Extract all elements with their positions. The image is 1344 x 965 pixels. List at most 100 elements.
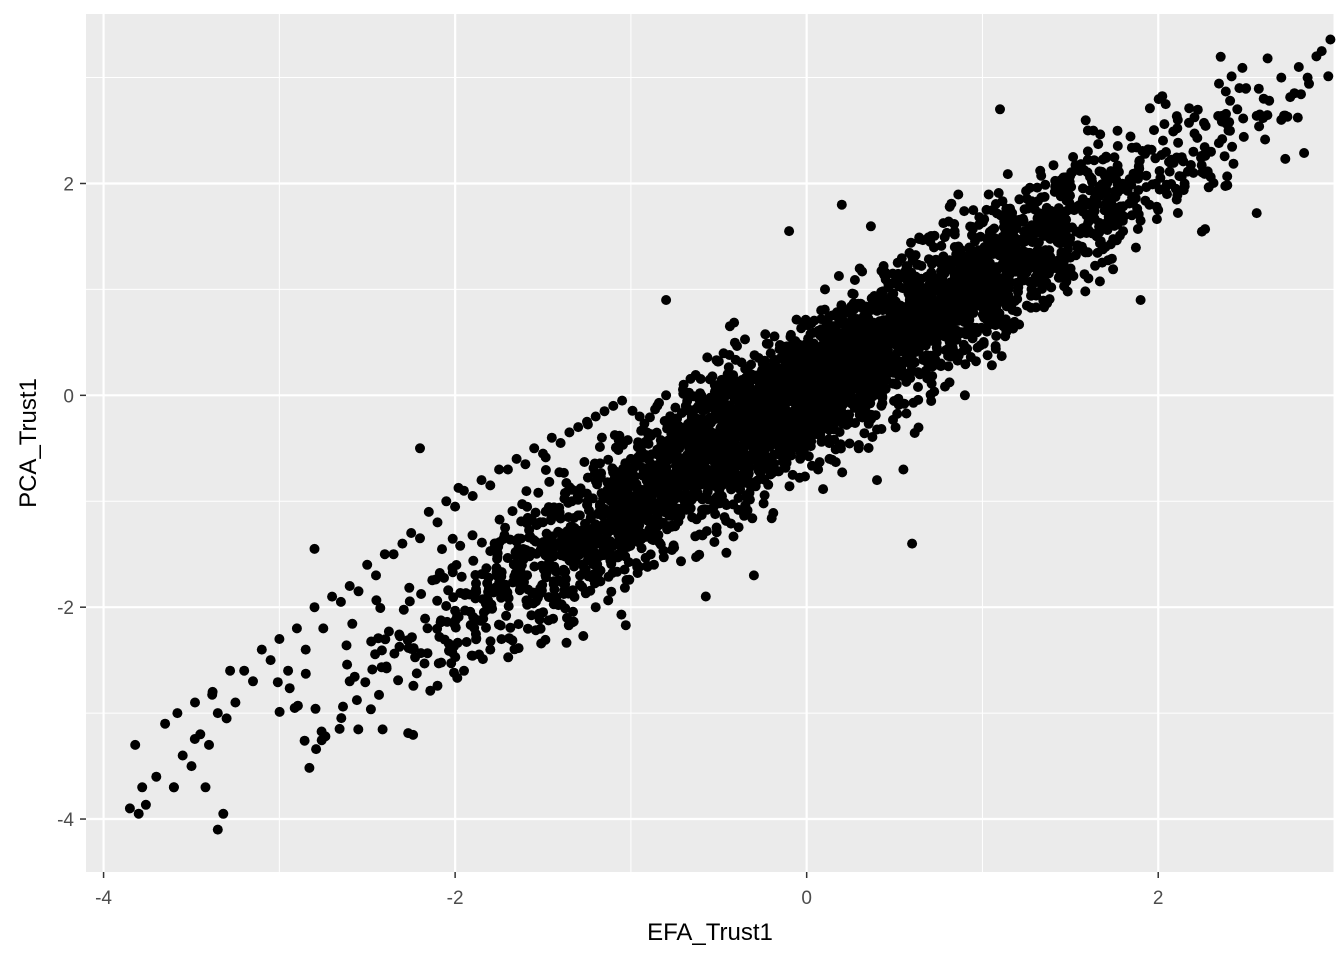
data-point (1141, 170, 1152, 181)
data-point (795, 447, 806, 458)
data-point (661, 295, 672, 305)
data-point (1151, 201, 1162, 212)
data-point (634, 520, 645, 531)
data-point (751, 447, 761, 458)
data-point (1143, 144, 1153, 155)
data-point (929, 230, 940, 241)
data-point (565, 521, 576, 532)
data-point (265, 655, 276, 666)
data-point (655, 435, 666, 446)
data-point (912, 314, 923, 325)
data-point (808, 327, 819, 338)
y-tick-label: -2 (57, 598, 74, 619)
data-point (691, 552, 702, 563)
data-point (776, 353, 787, 364)
data-point (547, 505, 558, 516)
data-point (371, 570, 381, 581)
data-point (670, 460, 681, 471)
data-point (655, 480, 665, 490)
data-point (1264, 95, 1275, 106)
data-point (719, 512, 730, 523)
data-point (522, 623, 533, 634)
data-point (1149, 125, 1159, 136)
data-point (420, 613, 431, 624)
data-point (1112, 141, 1123, 151)
data-point (1116, 184, 1127, 195)
data-point (763, 338, 774, 349)
data-point (534, 608, 545, 619)
y-tick-label: 0 (63, 386, 74, 407)
data-point (530, 507, 541, 518)
data-point (528, 587, 539, 598)
data-point (316, 726, 327, 737)
data-point (990, 236, 1000, 247)
data-point (926, 396, 937, 406)
data-point (787, 469, 798, 480)
data-point (248, 676, 258, 687)
data-point (603, 595, 614, 606)
data-point (1009, 251, 1020, 262)
data-point (855, 390, 866, 401)
data-point (560, 574, 571, 584)
data-point (177, 750, 188, 761)
data-point (489, 538, 500, 549)
data-point (1040, 179, 1051, 190)
data-point (501, 610, 512, 621)
data-point (728, 476, 739, 487)
data-point (1260, 134, 1271, 145)
data-point (904, 289, 915, 300)
data-point (1285, 92, 1296, 103)
data-point (676, 556, 686, 567)
x-tick-label: 2 (1153, 888, 1164, 909)
data-point (376, 662, 387, 673)
data-point (569, 513, 579, 523)
data-point (865, 398, 876, 409)
data-point (1026, 220, 1037, 231)
data-point (1006, 217, 1017, 228)
data-point (528, 598, 539, 609)
data-point (1130, 242, 1141, 253)
data-point (1185, 160, 1196, 170)
data-point (309, 602, 320, 613)
data-point (932, 303, 943, 314)
data-point (998, 211, 1009, 222)
data-point (468, 555, 479, 566)
data-point (567, 617, 578, 628)
data-point (1144, 103, 1155, 114)
data-point (513, 643, 524, 654)
data-point (883, 282, 894, 293)
data-point (553, 598, 564, 609)
data-point (667, 499, 678, 510)
data-point (963, 279, 974, 290)
data-point (627, 530, 638, 541)
data-point (168, 782, 179, 793)
data-point (1200, 224, 1211, 235)
data-point (620, 458, 631, 469)
data-point (694, 394, 705, 405)
data-point (619, 582, 630, 593)
x-axis-ticks: -4 -2 0 2 (95, 872, 1164, 909)
data-point (818, 484, 829, 495)
data-point (309, 543, 320, 554)
data-point (485, 644, 496, 655)
data-point (777, 414, 788, 425)
data-point (790, 379, 801, 390)
data-point (624, 574, 635, 585)
data-point (366, 636, 377, 647)
data-point (379, 549, 390, 560)
data-point (1012, 261, 1023, 272)
data-point (745, 373, 755, 384)
data-point (877, 398, 888, 409)
data-point (590, 476, 601, 487)
data-point (938, 218, 949, 229)
data-point (1068, 152, 1079, 162)
data-point (823, 434, 834, 445)
data-point (873, 335, 884, 346)
data-point (1234, 83, 1245, 94)
data-point (812, 354, 823, 365)
data-point (283, 665, 294, 676)
data-point (1216, 116, 1227, 127)
data-point (367, 664, 378, 675)
data-point (349, 671, 360, 682)
data-point (953, 241, 964, 252)
